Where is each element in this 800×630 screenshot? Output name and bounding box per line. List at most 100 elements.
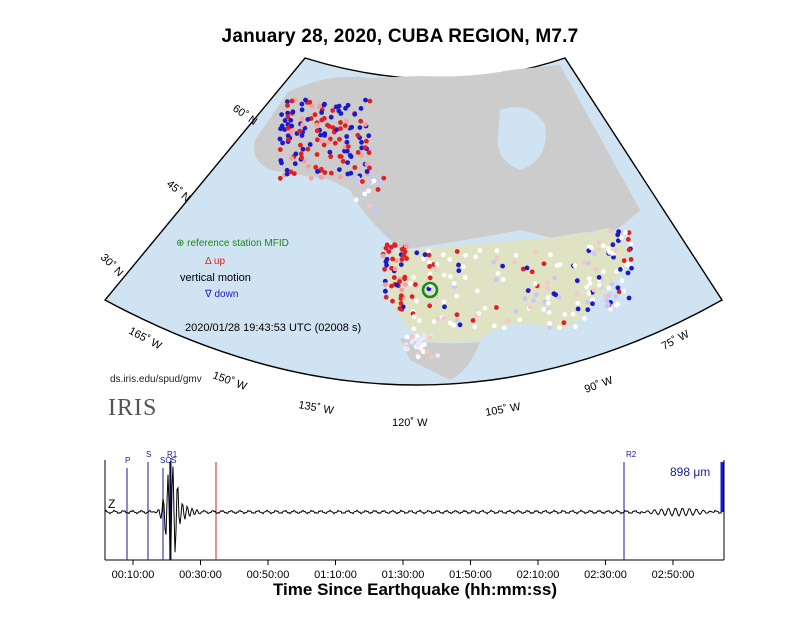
station-dot	[604, 298, 610, 303]
station-dot	[621, 289, 626, 294]
station-dot	[609, 281, 615, 287]
station-dot	[456, 262, 461, 268]
station-dot	[347, 153, 353, 158]
station-dot	[506, 318, 512, 324]
station-dot	[545, 279, 550, 285]
station-dot	[493, 277, 499, 282]
station-dot	[541, 307, 547, 312]
station-dot	[277, 147, 283, 153]
channel-label: Z	[108, 497, 115, 511]
station-dot	[427, 260, 432, 265]
map-timestamp: 2020/01/28 19:43:53 UTC (02008 s)	[185, 322, 361, 334]
station-dot	[386, 249, 392, 255]
station-dot	[427, 335, 433, 341]
station-dot	[456, 268, 462, 274]
station-dot	[618, 235, 624, 241]
x-tick-label: 00:10:00	[112, 569, 155, 581]
phase-label-r1: R1	[167, 450, 178, 459]
hudson-bay	[497, 107, 546, 170]
station-dot	[349, 124, 355, 130]
station-dot	[628, 241, 634, 247]
station-dot	[532, 249, 538, 255]
station-dot	[451, 322, 457, 328]
station-dot	[334, 127, 340, 132]
reference-station-marker	[421, 281, 439, 299]
station-dot	[457, 322, 463, 328]
station-dot	[293, 151, 299, 157]
station-dot	[409, 339, 415, 345]
station-dot	[596, 239, 602, 245]
station-dot	[604, 303, 610, 309]
station-dot	[314, 152, 320, 157]
station-dot	[614, 269, 620, 274]
station-dot	[500, 277, 506, 282]
station-dot	[299, 116, 305, 122]
station-dot	[344, 134, 350, 139]
station-dot	[355, 150, 361, 155]
station-dot	[441, 299, 447, 305]
station-dot	[328, 170, 334, 176]
station-dot	[524, 265, 530, 271]
station-dot	[277, 136, 283, 142]
station-dot	[545, 285, 551, 291]
station-dot	[547, 325, 552, 330]
station-dot	[300, 122, 305, 128]
seismogram-trace	[104, 466, 723, 553]
station-dot	[284, 167, 290, 173]
station-dot	[359, 139, 364, 145]
station-dot	[345, 102, 351, 108]
station-dot	[394, 258, 399, 264]
station-dot	[338, 126, 343, 131]
station-dot	[279, 160, 284, 166]
station-dot	[548, 252, 553, 258]
station-dot	[415, 343, 421, 348]
station-dot	[333, 104, 339, 110]
station-dot	[290, 109, 296, 115]
x-tick-label: 00:30:00	[179, 569, 222, 581]
station-dot	[298, 142, 303, 148]
station-dot	[628, 257, 634, 262]
station-dot	[280, 140, 285, 146]
seismogram: Z P S SCS R1 R2 898 μm 00:10:00 00:30:00 0…	[104, 450, 725, 581]
credit-url[interactable]: ds.iris.edu/spud/gmv	[110, 374, 202, 385]
station-dot	[399, 257, 405, 262]
station-dot	[289, 98, 295, 104]
station-dot	[454, 312, 460, 318]
station-dot	[626, 230, 632, 236]
station-dot	[291, 171, 297, 177]
station-dot	[398, 262, 404, 267]
station-dot	[284, 171, 290, 177]
station-dot	[319, 166, 324, 172]
station-dot	[383, 245, 389, 251]
station-dot	[513, 308, 519, 314]
station-dot	[447, 257, 453, 262]
station-dot	[424, 349, 430, 355]
station-dot	[362, 191, 368, 197]
station-dot	[605, 246, 611, 251]
station-dot	[404, 256, 409, 261]
station-dot	[299, 155, 304, 161]
station-dot	[409, 294, 415, 299]
station-dot	[409, 334, 415, 339]
station-dot	[307, 99, 313, 105]
station-dot	[601, 243, 606, 249]
station-dot	[520, 266, 526, 272]
station-dot	[364, 169, 370, 174]
station-dot	[420, 349, 426, 354]
station-dot	[345, 171, 351, 177]
station-dot	[473, 254, 478, 260]
lon-label-90: 90˚ W	[583, 374, 615, 396]
station-dot	[402, 346, 408, 351]
station-dot	[345, 144, 351, 150]
station-dot	[613, 302, 619, 308]
station-dot	[427, 264, 432, 269]
station-dot	[575, 306, 581, 312]
station-dot	[305, 117, 311, 122]
station-dot	[408, 281, 413, 286]
station-dot	[328, 154, 334, 159]
station-dot	[427, 271, 433, 277]
station-dot	[353, 197, 359, 203]
station-dot	[472, 324, 478, 329]
station-dot	[342, 148, 347, 154]
x-tick-label: 02:30:00	[584, 569, 627, 581]
